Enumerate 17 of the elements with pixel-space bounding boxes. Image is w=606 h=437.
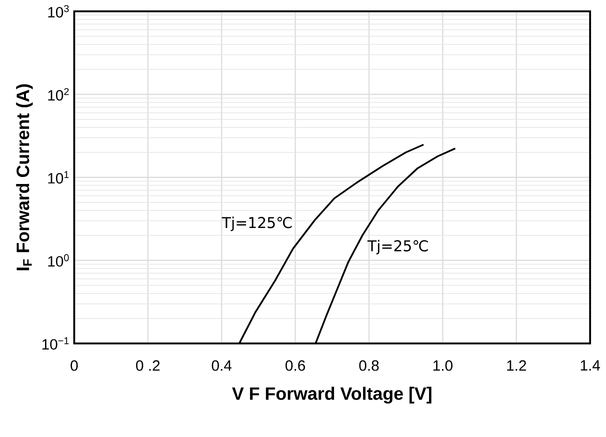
x-tick-label: 1.2	[507, 360, 526, 371]
x-tick-label: 1.4	[580, 360, 600, 370]
x-tick-label: 0.6	[286, 360, 306, 371]
y-tick-label: 10$^{3}$	[48, 5, 69, 18]
y-tick-label: 10$^{1}$	[48, 171, 69, 184]
annotation: Tj=25℃	[367, 240, 428, 254]
x-tick-label: 0	[70, 360, 78, 371]
x-axis-title: V F Forward Voltage [V]	[232, 386, 432, 404]
x-tick-label: 1.0	[433, 360, 452, 371]
y-tick-label: 10$^{−1}$	[42, 337, 69, 350]
x-tick-label: 0.8	[359, 360, 379, 371]
x-tick-label: 0.4	[212, 360, 232, 371]
x-tick-label: 0 .2	[136, 360, 160, 371]
y-axis-title: I$_{F}$ Forward Current (A)	[16, 84, 33, 270]
y-tick-label: 10$^{0}$	[48, 254, 69, 267]
y-tick-label: 10$^{2}$	[48, 88, 69, 101]
annotation: Tj=125℃	[222, 216, 292, 232]
